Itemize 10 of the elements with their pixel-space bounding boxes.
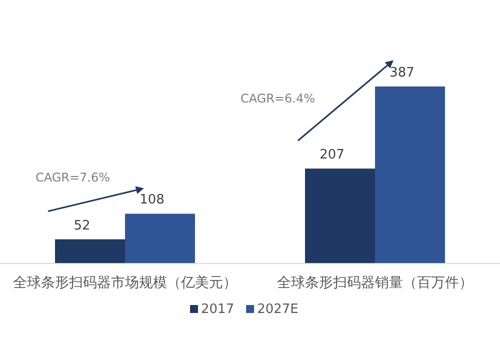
data-label: 108	[140, 192, 164, 208]
data-label: 207	[320, 148, 344, 163]
x-tick-label: 全球条形扫码器市场规模（亿美元）	[13, 275, 237, 291]
data-label: 52	[74, 218, 90, 234]
annotation: CAGR=6.4%	[240, 91, 315, 106]
legend-label: 2017	[201, 302, 234, 317]
legend-label: 2027E	[257, 302, 298, 317]
annotation: CAGR=7.6%	[35, 170, 110, 185]
data-label: 387	[390, 65, 414, 80]
x-tick-label: 全球条形扫码器销量（百万件）	[277, 275, 473, 291]
